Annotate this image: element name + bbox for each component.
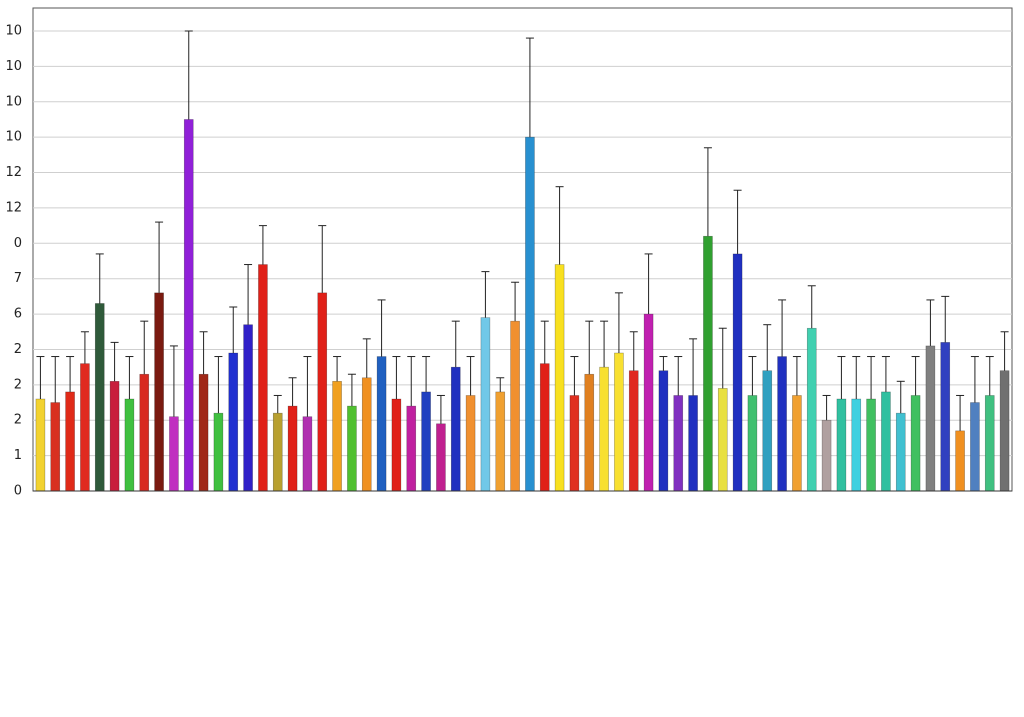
bar xyxy=(495,391,506,492)
bar xyxy=(599,366,609,492)
bar xyxy=(584,373,595,492)
bar xyxy=(450,366,461,492)
bar xyxy=(836,398,847,492)
bar xyxy=(406,405,417,492)
bar xyxy=(198,373,209,492)
y-tick-label: 2 xyxy=(14,413,22,428)
bar xyxy=(139,373,150,492)
bar xyxy=(806,327,817,492)
bar xyxy=(910,395,921,492)
bar xyxy=(747,395,758,492)
bar xyxy=(347,405,357,492)
bar xyxy=(361,377,372,492)
bar xyxy=(940,342,951,492)
bar xyxy=(554,264,565,492)
y-tick-label: 1 xyxy=(14,448,22,463)
bar xyxy=(436,423,446,492)
bar xyxy=(777,356,787,492)
bar xyxy=(866,398,876,492)
y-tick-label: 10 xyxy=(5,130,22,145)
bar xyxy=(999,370,1010,492)
bar xyxy=(525,136,535,492)
bar xyxy=(421,391,431,492)
y-tick-label: 0 xyxy=(14,484,22,499)
bar xyxy=(792,395,802,492)
bar xyxy=(703,235,713,492)
bar xyxy=(539,363,550,492)
bar xyxy=(109,381,120,492)
y-tick-label: 2 xyxy=(14,377,22,392)
bar xyxy=(243,324,253,492)
bar xyxy=(124,398,135,492)
bar xyxy=(183,119,194,492)
bar xyxy=(258,264,268,492)
y-tick-label: 10 xyxy=(5,59,22,74)
bar xyxy=(984,395,995,492)
bar xyxy=(317,292,328,492)
bar xyxy=(80,363,90,492)
y-tick-label: 7 xyxy=(14,271,22,286)
bar xyxy=(213,412,224,492)
bar xyxy=(169,416,179,492)
bar xyxy=(821,419,832,492)
bar xyxy=(673,395,684,492)
bar xyxy=(302,416,313,492)
bar xyxy=(851,398,862,492)
bar xyxy=(376,356,387,492)
bar xyxy=(688,395,698,492)
plot-frame xyxy=(32,7,1013,492)
bar xyxy=(465,395,476,492)
bar xyxy=(643,313,654,492)
y-tick-label: 10 xyxy=(5,24,22,39)
bar xyxy=(717,388,728,492)
y-tick-label: 12 xyxy=(5,200,22,215)
bar xyxy=(228,352,239,492)
bar xyxy=(272,412,283,492)
bar xyxy=(65,391,75,492)
bar xyxy=(569,395,580,492)
bar xyxy=(50,402,61,492)
bar xyxy=(881,391,891,492)
y-tick-label: 0 xyxy=(14,236,22,251)
bar xyxy=(35,398,46,492)
y-tick-label: 10 xyxy=(5,94,22,109)
y-tick-label: 12 xyxy=(5,165,22,180)
bar xyxy=(970,402,980,492)
bar xyxy=(762,370,773,492)
bar xyxy=(287,405,298,492)
bar xyxy=(628,370,639,492)
bar xyxy=(955,430,965,492)
bar xyxy=(94,303,105,492)
bar xyxy=(510,320,520,492)
bar xyxy=(732,253,743,492)
bar xyxy=(614,352,624,492)
bar xyxy=(480,317,491,492)
bar xyxy=(391,398,402,492)
bar xyxy=(332,381,342,492)
bar xyxy=(658,370,669,492)
bar xyxy=(925,345,936,492)
bar xyxy=(895,412,906,492)
y-tick-label: 6 xyxy=(14,307,22,322)
bar xyxy=(154,292,164,492)
y-tick-label: 2 xyxy=(14,342,22,357)
